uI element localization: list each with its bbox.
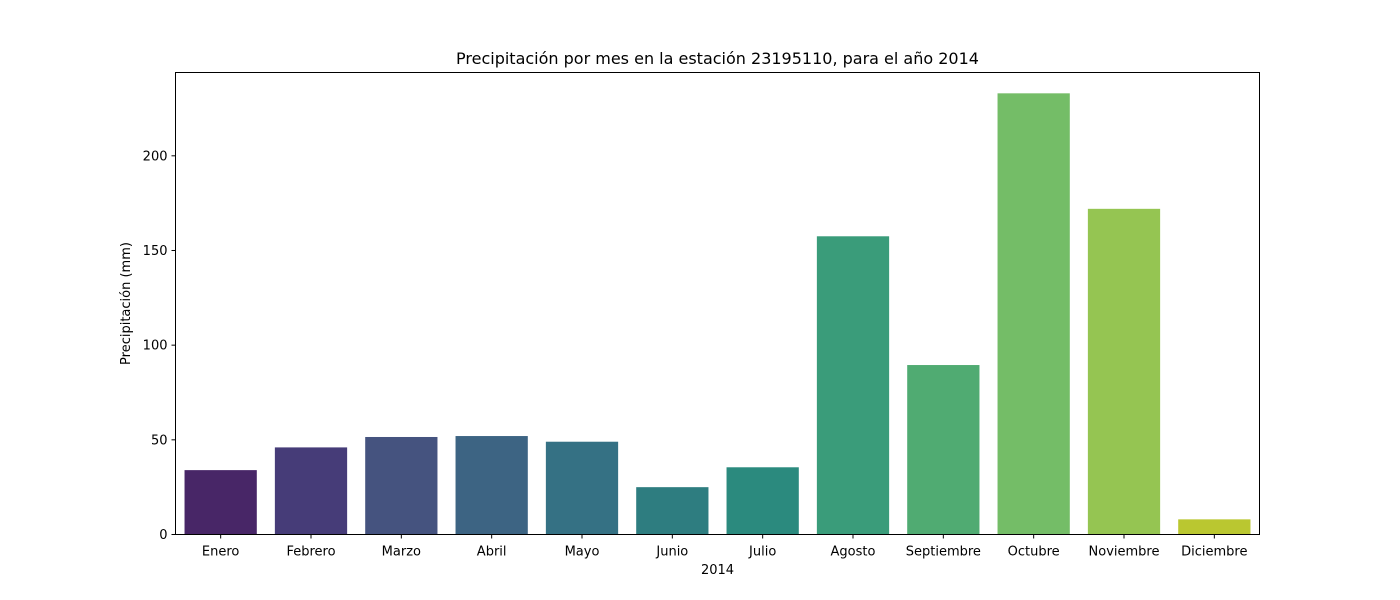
bar-enero <box>184 470 257 535</box>
bar-septiembre <box>907 365 980 535</box>
x-tick-label: Noviembre <box>1089 545 1160 560</box>
bar-diciembre <box>1178 519 1251 535</box>
x-tick-label: Marzo <box>382 545 421 560</box>
bar-marzo <box>365 436 438 535</box>
x-tick-label: Octubre <box>1008 545 1060 560</box>
x-tick-label: Febrero <box>286 545 335 560</box>
bar-mayo <box>545 441 619 535</box>
bar-octubre <box>997 93 1070 535</box>
x-tick-label: Enero <box>202 545 240 560</box>
x-tick-label: Mayo <box>565 545 600 560</box>
x-axis: Enero Febrero Marzo Abril Mayo Junio Julio Agos… <box>202 534 1248 560</box>
y-tick-label: 200 <box>143 149 168 164</box>
y-tick-label: 100 <box>143 339 168 354</box>
x-tick-label: Agosto <box>831 545 876 560</box>
y-tick-label: 0 <box>159 528 167 543</box>
x-tick-label: Julio <box>748 545 776 560</box>
bar-abril <box>455 436 528 535</box>
x-tick-label: Abril <box>477 545 507 560</box>
bar-febrero <box>274 447 348 535</box>
bar-junio <box>636 487 709 535</box>
plot-frame <box>175 72 1260 535</box>
x-axis-title: 2014 <box>701 563 734 578</box>
chart-title: Precipitación por mes en la estación 231… <box>456 49 979 68</box>
bar-noviembre <box>1087 208 1161 535</box>
x-tick-label: Septiembre <box>906 545 981 560</box>
y-tick-label: 150 <box>143 244 168 259</box>
bars-group <box>184 93 1251 535</box>
y-axis: 0 50 100 150 200 <box>143 149 176 543</box>
x-tick-label: Junio <box>655 545 688 560</box>
bar-julio <box>726 467 799 535</box>
x-tick-label: Diciembre <box>1181 545 1247 560</box>
y-tick-label: 50 <box>151 433 168 448</box>
y-axis-title: Precipitación (mm) <box>119 242 134 365</box>
bar-agosto <box>816 236 890 535</box>
